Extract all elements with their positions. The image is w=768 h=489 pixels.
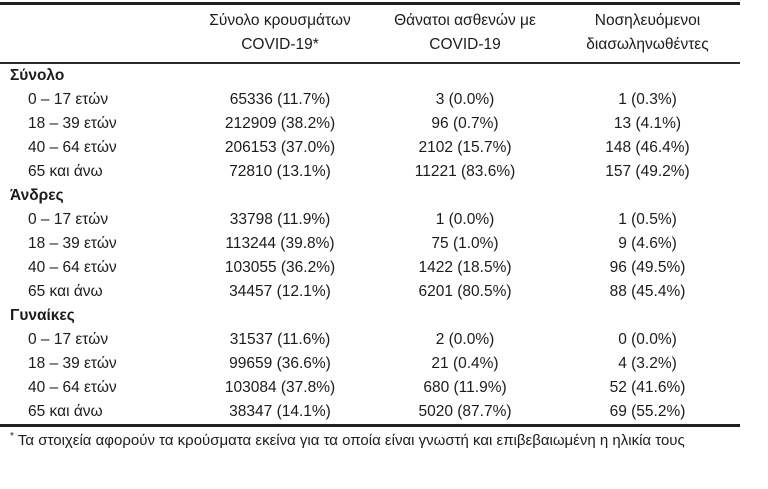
- deaths-cell: 680 (11.9%): [423, 379, 507, 396]
- cases-cell: 212909 (38.2%): [224, 115, 336, 132]
- cases-cell: 72810 (13.1%): [229, 163, 331, 180]
- intubated-cell: 1 (0.3%): [618, 91, 677, 108]
- deaths-cell: 5020 (87.7%): [418, 403, 512, 420]
- deaths-cell: 11221 (83.6%): [414, 163, 516, 180]
- cases-cell: 103084 (37.8%): [224, 379, 336, 396]
- cases-cell: 206153 (37.0%): [224, 139, 336, 156]
- section-row-women: Γυναίκες: [0, 304, 740, 328]
- age-label: 0 – 17 ετών: [28, 331, 109, 348]
- section-label-total: Σύνολο: [10, 67, 65, 84]
- intubated-cell: 157 (49.2%): [605, 163, 690, 180]
- table-row: 40 – 64 ετών 206153 (37.0%) 2102 (15.7%)…: [0, 136, 740, 160]
- table-row: 65 και άνω 72810 (13.1%) 11221 (83.6%) 1…: [0, 160, 740, 184]
- cases-cell: 113244 (39.8%): [225, 235, 335, 252]
- table-row: 0 – 17 ετών 65336 (11.7%) 3 (0.0%) 1 (0.…: [0, 88, 740, 112]
- section-row-total: Σύνολο: [0, 63, 740, 88]
- section-row-men: Άνδρες: [0, 184, 740, 208]
- header-intubated: Νοσηλευόμενοι διασωληνωθέντες: [555, 4, 740, 64]
- cases-cell: 65336 (11.7%): [229, 91, 331, 108]
- header-deaths-line1: Θάνατοι ασθενών με: [394, 12, 536, 29]
- table-row: 18 – 39 ετών 113244 (39.8%) 75 (1.0%) 9 …: [0, 232, 740, 256]
- age-label: 18 – 39 ετών: [28, 235, 117, 252]
- footnote-marker: *: [10, 431, 14, 442]
- header-cases: Σύνολο κρουσμάτων COVID-19*: [185, 4, 375, 64]
- table-footnote: * Τα στοιχεία αφορούν τα κρούσματα εκείνα…: [0, 430, 740, 451]
- deaths-cell: 1 (0.0%): [435, 211, 495, 228]
- footnote-text: Τα στοιχεία αφορούν τα κρούσματα εκείνα …: [17, 432, 685, 449]
- header-deaths: Θάνατοι ασθενών με COVID-19: [375, 4, 555, 64]
- section-label-men: Άνδρες: [10, 187, 64, 204]
- table-header: Σύνολο κρουσμάτων COVID-19* Θάνατοι ασθε…: [0, 4, 740, 64]
- table-body: Σύνολο 0 – 17 ετών 65336 (11.7%) 3 (0.0%…: [0, 63, 740, 426]
- age-label: 40 – 64 ετών: [28, 379, 117, 396]
- age-label: 18 – 39 ετών: [28, 115, 117, 132]
- cases-cell: 99659 (36.6%): [229, 355, 331, 372]
- age-label: 40 – 64 ετών: [28, 139, 117, 156]
- intubated-cell: 69 (55.2%): [609, 403, 686, 420]
- age-label: 65 και άνω: [28, 163, 103, 180]
- age-label: 0 – 17 ετών: [28, 91, 109, 108]
- intubated-cell: 4 (3.2%): [618, 355, 677, 372]
- header-empty-cell: [0, 4, 185, 64]
- table-row: 40 – 64 ετών 103055 (36.2%) 1422 (18.5%)…: [0, 256, 740, 280]
- table-row: 18 – 39 ετών 212909 (38.2%) 96 (0.7%) 13…: [0, 112, 740, 136]
- intubated-cell: 88 (45.4%): [609, 283, 686, 300]
- age-label: 40 – 64 ετών: [28, 259, 117, 276]
- table-row: 40 – 64 ετών 103084 (37.8%) 680 (11.9%) …: [0, 376, 740, 400]
- covid-stats-table: Σύνολο κρουσμάτων COVID-19* Θάνατοι ασθε…: [0, 2, 740, 427]
- deaths-cell: 6201 (80.5%): [418, 283, 512, 300]
- deaths-cell: 1422 (18.5%): [418, 259, 512, 276]
- deaths-cell: 96 (0.7%): [431, 115, 499, 132]
- intubated-cell: 0 (0.0%): [618, 331, 677, 348]
- intubated-cell: 9 (4.6%): [618, 235, 677, 252]
- header-cases-line1: Σύνολο κρουσμάτων: [209, 12, 351, 29]
- intubated-cell: 1 (0.5%): [618, 211, 677, 228]
- section-label-women: Γυναίκες: [10, 307, 75, 324]
- deaths-cell: 21 (0.4%): [431, 355, 499, 372]
- header-cases-line2: COVID-19*: [241, 36, 319, 53]
- age-label: 0 – 17 ετών: [28, 211, 109, 228]
- table-row: 0 – 17 ετών 31537 (11.6%) 2 (0.0%) 0 (0.…: [0, 328, 740, 352]
- table-row: 18 – 39 ετών 99659 (36.6%) 21 (0.4%) 4 (…: [0, 352, 740, 376]
- cases-cell: 31537 (11.6%): [229, 331, 331, 348]
- deaths-cell: 3 (0.0%): [435, 91, 495, 108]
- intubated-cell: 13 (4.1%): [613, 115, 682, 132]
- header-intubated-line2: διασωληνωθέντες: [586, 36, 709, 53]
- age-label: 65 και άνω: [28, 283, 103, 300]
- cases-cell: 34457 (12.1%): [229, 283, 331, 300]
- deaths-cell: 2 (0.0%): [435, 331, 495, 348]
- intubated-cell: 148 (46.4%): [605, 139, 690, 156]
- table-row: 65 και άνω 34457 (12.1%) 6201 (80.5%) 88…: [0, 280, 740, 304]
- header-row: Σύνολο κρουσμάτων COVID-19* Θάνατοι ασθε…: [0, 4, 740, 64]
- table-row: 65 και άνω 38347 (14.1%) 5020 (87.7%) 69…: [0, 400, 740, 426]
- intubated-cell: 96 (49.5%): [609, 259, 686, 276]
- deaths-cell: 2102 (15.7%): [418, 139, 512, 156]
- deaths-cell: 75 (1.0%): [431, 235, 499, 252]
- cases-cell: 103055 (36.2%): [224, 259, 336, 276]
- cases-cell: 33798 (11.9%): [229, 211, 331, 228]
- header-deaths-line2: COVID-19: [429, 36, 501, 53]
- age-label: 65 και άνω: [28, 403, 103, 420]
- table-row: 0 – 17 ετών 33798 (11.9%) 1 (0.0%) 1 (0.…: [0, 208, 740, 232]
- age-label: 18 – 39 ετών: [28, 355, 117, 372]
- intubated-cell: 52 (41.6%): [609, 379, 686, 396]
- header-intubated-line1: Νοσηλευόμενοι: [594, 12, 701, 29]
- cases-cell: 38347 (14.1%): [229, 403, 331, 420]
